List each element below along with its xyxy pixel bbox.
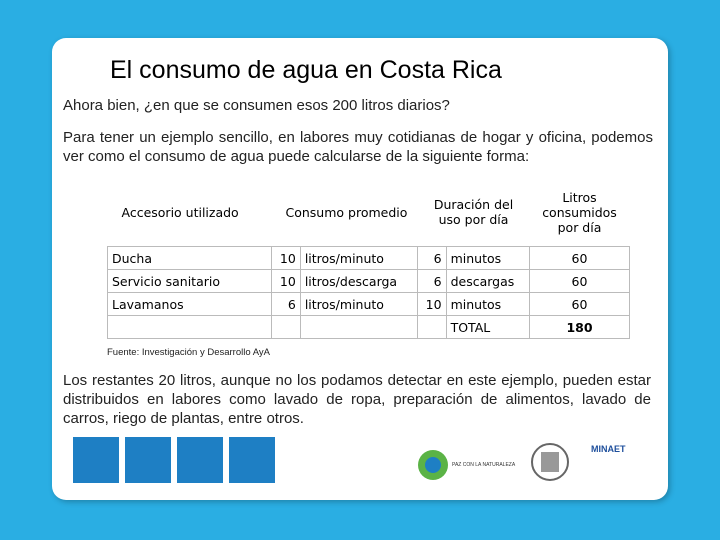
- total-value: 180: [529, 315, 630, 339]
- coat-of-arms: [531, 443, 569, 481]
- closing: Los restantes 20 litros, aunque no los p…: [63, 372, 651, 427]
- cell: 6: [271, 292, 301, 316]
- cell: 6: [417, 269, 447, 293]
- title: El consumo de agua en Costa Rica: [110, 56, 502, 84]
- peace-text: PAZ CON LA NATURALEZA: [452, 462, 516, 468]
- intro: Ahora bien, ¿en que se consumen esos 200…: [63, 97, 450, 114]
- peace-logo: [418, 450, 448, 480]
- cell: 60: [529, 246, 630, 270]
- faucet-icon: [73, 437, 119, 483]
- consumption-table: Accesorio utilizado Consumo promedio Dur…: [107, 178, 630, 339]
- cell: [417, 315, 447, 339]
- cell: litros/minuto: [299, 292, 419, 316]
- data-row: Lavamanos 6 litros/minuto 10 minutos 60: [107, 292, 630, 316]
- cell: 6: [417, 246, 447, 270]
- cell: descargas: [445, 269, 531, 293]
- bottle-icon: [229, 437, 275, 483]
- data-row: Ducha 10 litros/minuto 6 minutos 60: [107, 246, 630, 270]
- cell: minutos: [445, 246, 531, 270]
- cell: 10: [271, 269, 301, 293]
- cell: litros/minuto: [299, 246, 419, 270]
- cell: 60: [529, 292, 630, 316]
- cell: litros/descarga: [299, 269, 419, 293]
- header: Duración del uso por día: [433, 197, 514, 227]
- total-label: TOTAL: [445, 315, 531, 339]
- pipe-icon: [125, 437, 171, 483]
- cell: [107, 315, 272, 339]
- cell: 60: [529, 269, 630, 293]
- header: Accesorio utilizado: [121, 204, 239, 220]
- gear-icon: [177, 437, 223, 483]
- paragraph: Para tener un ejemplo sencillo, en labor…: [63, 129, 653, 165]
- header-row: Accesorio utilizado Consumo promedio Dur…: [108, 178, 630, 247]
- data-row: Servicio sanitario 10 litros/descarga 6 desc…: [107, 269, 630, 293]
- header: Consumo promedio: [285, 204, 408, 220]
- minaet-text: MINAET: [591, 444, 626, 454]
- cell: [299, 315, 419, 339]
- cell: [271, 315, 301, 339]
- total-row: TOTAL 180: [107, 315, 630, 339]
- cell: minutos: [445, 292, 531, 316]
- header: Litros consumidos por día: [542, 189, 617, 235]
- cell: Servicio sanitario: [107, 269, 272, 293]
- source: Fuente: Investigación y Desarrollo AyA: [107, 347, 270, 358]
- cell: 10: [271, 246, 301, 270]
- cell: Lavamanos: [107, 292, 272, 316]
- cell: Ducha: [107, 246, 272, 270]
- cell: 10: [417, 292, 447, 316]
